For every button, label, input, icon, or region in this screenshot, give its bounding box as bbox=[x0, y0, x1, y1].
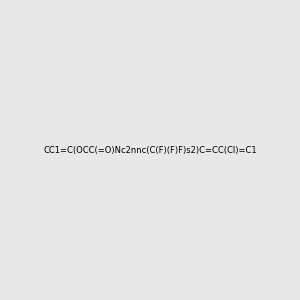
Text: CC1=C(OCC(=O)Nc2nnc(C(F)(F)F)s2)C=CC(Cl)=C1: CC1=C(OCC(=O)Nc2nnc(C(F)(F)F)s2)C=CC(Cl)… bbox=[43, 146, 257, 154]
